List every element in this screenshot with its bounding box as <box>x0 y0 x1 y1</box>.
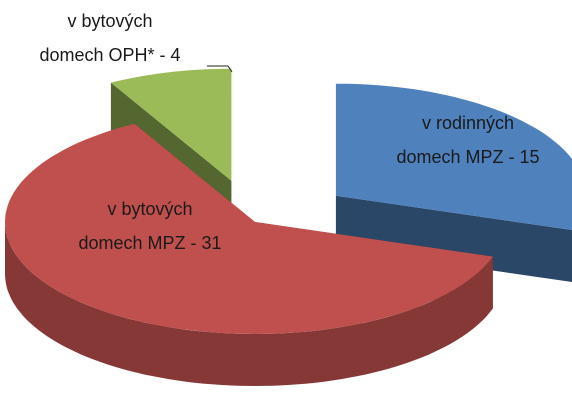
slice <box>335 83 572 283</box>
data-label: domech MPZ - 31 <box>78 233 221 253</box>
data-label: domech MPZ - 15 <box>396 147 539 167</box>
data-label: domech OPH* - 4 <box>39 45 180 65</box>
data-label: v bytových <box>107 199 192 219</box>
leader-line <box>207 65 233 73</box>
slice-wall <box>335 195 572 283</box>
slice <box>5 123 493 386</box>
data-label: v rodinných <box>422 113 514 133</box>
slice-top <box>5 123 493 335</box>
slice-side <box>5 222 493 386</box>
slice-top <box>335 83 572 231</box>
slice-top <box>110 68 232 181</box>
data-label: v bytových <box>67 11 152 31</box>
